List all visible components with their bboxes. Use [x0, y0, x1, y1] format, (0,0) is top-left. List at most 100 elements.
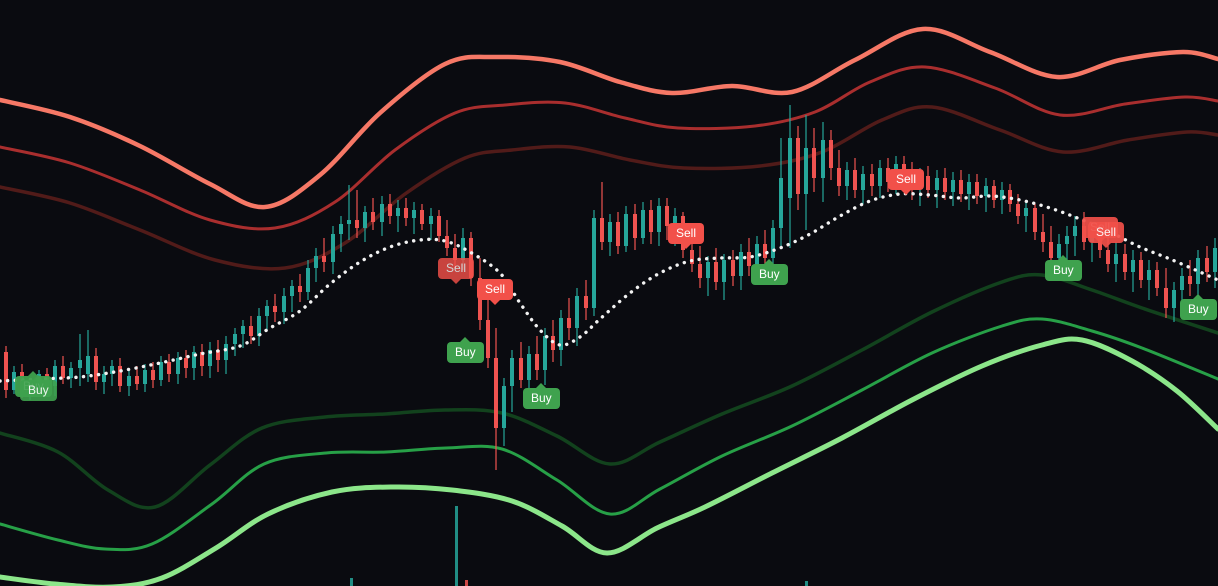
- candle-body: [1123, 254, 1127, 272]
- candle-body: [575, 296, 579, 328]
- buy-signal-badge[interactable]: Buy: [523, 383, 560, 409]
- candle-body: [1205, 258, 1209, 272]
- candle-body: [1131, 260, 1135, 272]
- sell-signal-badge[interactable]: Sell: [438, 258, 475, 284]
- candle-body: [665, 206, 669, 226]
- candle-body: [821, 140, 825, 178]
- signal-label: Sell: [676, 226, 697, 240]
- candle-body: [1000, 190, 1004, 200]
- candle-body: [265, 306, 269, 316]
- candle-body: [519, 358, 523, 380]
- signal-label: Sell: [896, 172, 917, 186]
- arrow-up-icon: [764, 259, 775, 264]
- candle-body: [445, 236, 449, 248]
- candle-body: [1180, 276, 1184, 290]
- arrow-up-icon: [28, 371, 39, 376]
- candle-body: [1041, 232, 1045, 242]
- buy-signal-badge[interactable]: Buy: [1045, 255, 1082, 281]
- candle-body: [567, 318, 571, 328]
- volume-bar: [350, 578, 353, 586]
- sell-signal-badge[interactable]: Sell: [477, 279, 514, 305]
- candle-body: [926, 176, 930, 190]
- candle-body: [796, 138, 800, 194]
- candle-body: [339, 224, 343, 234]
- candle-body: [371, 212, 375, 222]
- arrow-down-icon: [451, 279, 461, 284]
- volume-bars-layer: [350, 506, 808, 586]
- candle-body: [347, 220, 351, 224]
- signal-label: Buy: [759, 267, 780, 281]
- candle-body: [1049, 242, 1053, 258]
- candle-body: [1155, 270, 1159, 288]
- candle-body: [829, 140, 833, 168]
- candle-body: [110, 366, 114, 374]
- candle-body: [1139, 260, 1143, 280]
- candle-body: [535, 354, 539, 370]
- candle-body: [698, 264, 702, 278]
- candle-body: [649, 210, 653, 232]
- candle-body: [1033, 208, 1037, 232]
- arrow-down-icon: [681, 244, 691, 249]
- arrow-down-icon: [1101, 243, 1111, 248]
- candle-body: [755, 244, 759, 266]
- candle-body: [224, 344, 228, 360]
- candle-body: [714, 262, 718, 282]
- candle-body: [853, 170, 857, 190]
- candle-body: [771, 228, 775, 258]
- candle-body: [494, 358, 498, 428]
- candle-body: [543, 336, 547, 370]
- candle-body: [592, 218, 596, 308]
- candle-body: [559, 318, 563, 350]
- candle-body: [69, 368, 73, 378]
- buy-signal-badge[interactable]: Buy: [751, 259, 788, 285]
- candle-body: [992, 186, 996, 200]
- candle-body: [127, 376, 131, 386]
- sell-signal-badge[interactable]: Sell: [888, 169, 925, 195]
- buy-signal-badge[interactable]: Buy: [20, 375, 57, 401]
- candle-body: [355, 220, 359, 228]
- candle-body: [396, 208, 400, 216]
- candle-body: [118, 366, 122, 386]
- candle-body: [380, 204, 384, 222]
- candle-body: [1114, 254, 1118, 264]
- lower-band-inner-line: [0, 272, 1218, 510]
- candle-body: [959, 180, 963, 194]
- candle-body: [151, 370, 155, 380]
- candle-body: [167, 362, 171, 374]
- candle-body: [1164, 288, 1168, 308]
- candle-body: [176, 358, 180, 374]
- candle-body: [984, 186, 988, 196]
- candle-body: [1106, 250, 1110, 264]
- sell-signal-badge[interactable]: Sell: [1088, 222, 1125, 248]
- lower-band-mid-line: [0, 317, 1218, 552]
- candle-body: [584, 296, 588, 308]
- candle-body: [878, 168, 882, 186]
- candle-body: [241, 326, 245, 334]
- candle-body: [461, 238, 465, 260]
- candle-body: [600, 218, 604, 242]
- arrow-up-icon: [1058, 255, 1069, 260]
- candle-body: [527, 354, 531, 380]
- candle-body: [249, 326, 253, 336]
- buy-signal-badge[interactable]: Buy: [1180, 294, 1217, 320]
- candle-body: [322, 256, 326, 262]
- candle-body: [437, 216, 441, 236]
- candle-body: [388, 204, 392, 216]
- candle-body: [143, 370, 147, 384]
- sell-signal-badge[interactable]: Sell: [668, 223, 705, 249]
- arrow-up-icon: [1193, 294, 1204, 299]
- candle-body: [870, 174, 874, 186]
- candle-body: [404, 208, 408, 218]
- candle-body: [61, 366, 65, 378]
- candle-body: [4, 352, 8, 390]
- buy-signal-badge[interactable]: Buy: [447, 337, 484, 363]
- signal-label: Buy: [531, 391, 552, 405]
- candle-body: [486, 320, 490, 358]
- candle-body: [363, 212, 367, 228]
- candle-body: [608, 222, 612, 242]
- candle-body: [616, 222, 620, 246]
- candle-body: [1147, 270, 1151, 280]
- candle-body: [331, 234, 335, 262]
